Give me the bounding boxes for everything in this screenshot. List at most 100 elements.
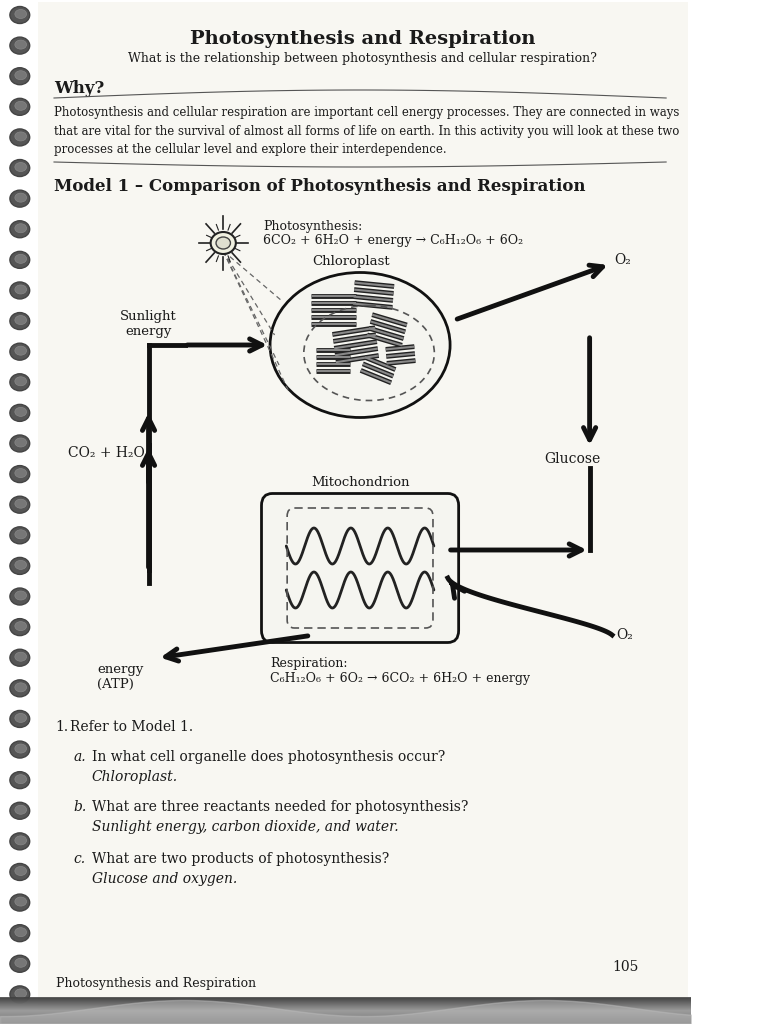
Ellipse shape — [10, 282, 30, 299]
Text: What are two products of photosynthesis?: What are two products of photosynthesis? — [92, 852, 389, 866]
Ellipse shape — [15, 254, 27, 263]
Ellipse shape — [15, 9, 27, 18]
Ellipse shape — [15, 223, 27, 232]
Text: Photosynthesis and cellular respiration are important cell energy processes. The: Photosynthesis and cellular respiration … — [54, 106, 680, 156]
Ellipse shape — [10, 374, 30, 391]
Ellipse shape — [15, 529, 27, 539]
Ellipse shape — [15, 897, 27, 906]
Ellipse shape — [15, 285, 27, 294]
Text: Sunlight energy, carbon dioxide, and water.: Sunlight energy, carbon dioxide, and wat… — [92, 820, 399, 834]
Text: O₂: O₂ — [614, 253, 631, 267]
Ellipse shape — [15, 683, 27, 692]
Ellipse shape — [10, 863, 30, 881]
Ellipse shape — [10, 435, 30, 452]
Text: Why?: Why? — [54, 80, 104, 97]
Ellipse shape — [10, 557, 30, 574]
Text: C₆H₁₂O₆ + 6O₂ → 6CO₂ + 6H₂O + energy: C₆H₁₂O₆ + 6O₂ → 6CO₂ + 6H₂O + energy — [270, 672, 530, 685]
Ellipse shape — [15, 714, 27, 723]
Ellipse shape — [15, 132, 27, 141]
Text: Mitochondrion: Mitochondrion — [311, 476, 409, 489]
Text: Photosynthesis and Respiration: Photosynthesis and Respiration — [190, 30, 535, 48]
Ellipse shape — [15, 194, 27, 202]
Ellipse shape — [10, 741, 30, 758]
Ellipse shape — [15, 928, 27, 937]
Ellipse shape — [10, 98, 30, 116]
Ellipse shape — [15, 346, 27, 355]
Text: Glucose and oxygen.: Glucose and oxygen. — [92, 872, 237, 886]
Ellipse shape — [10, 68, 30, 85]
Ellipse shape — [216, 237, 230, 249]
Ellipse shape — [10, 404, 30, 422]
Ellipse shape — [15, 805, 27, 814]
Ellipse shape — [10, 711, 30, 727]
Ellipse shape — [10, 649, 30, 667]
Ellipse shape — [10, 129, 30, 146]
Ellipse shape — [270, 272, 450, 418]
Text: Photosynthesis and Respiration: Photosynthesis and Respiration — [56, 977, 256, 990]
Text: a.: a. — [74, 750, 87, 764]
Text: O₂: O₂ — [617, 628, 634, 642]
Text: Sunlight
energy: Sunlight energy — [120, 310, 177, 338]
Ellipse shape — [15, 101, 27, 111]
Ellipse shape — [15, 560, 27, 569]
Ellipse shape — [10, 833, 30, 850]
Ellipse shape — [15, 989, 27, 998]
Ellipse shape — [10, 251, 30, 268]
Text: In what cell organelle does photosynthesis occur?: In what cell organelle does photosynthes… — [92, 750, 445, 764]
Text: energy
(ATP): energy (ATP) — [98, 663, 144, 691]
Text: 6CO₂ + 6H₂O + energy → C₆H₁₂O₆ + 6O₂: 6CO₂ + 6H₂O + energy → C₆H₁₂O₆ + 6O₂ — [263, 234, 523, 247]
FancyBboxPatch shape — [261, 494, 458, 642]
Ellipse shape — [10, 894, 30, 911]
Ellipse shape — [15, 377, 27, 386]
Ellipse shape — [15, 744, 27, 753]
Ellipse shape — [15, 163, 27, 172]
Ellipse shape — [10, 497, 30, 513]
Ellipse shape — [10, 312, 30, 330]
Text: Respiration:: Respiration: — [270, 657, 348, 670]
Text: Model 1 – Comparison of Photosynthesis and Respiration: Model 1 – Comparison of Photosynthesis a… — [54, 178, 585, 195]
Text: c.: c. — [74, 852, 86, 866]
Ellipse shape — [15, 591, 27, 600]
Ellipse shape — [10, 986, 30, 1002]
Text: Glucose: Glucose — [545, 452, 601, 466]
Text: b.: b. — [74, 800, 87, 814]
Ellipse shape — [15, 622, 27, 631]
Ellipse shape — [15, 315, 27, 325]
Ellipse shape — [10, 955, 30, 972]
Text: 1.: 1. — [56, 720, 69, 734]
Ellipse shape — [10, 802, 30, 819]
Ellipse shape — [210, 232, 236, 254]
Text: Photosynthesis:: Photosynthesis: — [263, 220, 362, 233]
Ellipse shape — [10, 6, 30, 24]
Ellipse shape — [10, 37, 30, 54]
Ellipse shape — [15, 469, 27, 477]
Text: What are three reactants needed for photosynthesis?: What are three reactants needed for phot… — [92, 800, 468, 814]
Text: CO₂ + H₂O: CO₂ + H₂O — [68, 446, 144, 460]
Ellipse shape — [15, 40, 27, 49]
Ellipse shape — [10, 221, 30, 238]
Ellipse shape — [15, 438, 27, 447]
Ellipse shape — [15, 866, 27, 876]
Text: Chloroplast.: Chloroplast. — [92, 770, 178, 784]
Text: Chloroplast: Chloroplast — [313, 256, 390, 268]
Ellipse shape — [10, 925, 30, 942]
Ellipse shape — [15, 652, 27, 662]
Ellipse shape — [10, 160, 30, 176]
Text: 105: 105 — [613, 961, 639, 974]
Ellipse shape — [10, 588, 30, 605]
Ellipse shape — [10, 680, 30, 697]
Ellipse shape — [15, 774, 27, 783]
Ellipse shape — [15, 408, 27, 417]
Ellipse shape — [10, 466, 30, 482]
Ellipse shape — [10, 526, 30, 544]
Ellipse shape — [15, 71, 27, 80]
FancyBboxPatch shape — [38, 2, 687, 1020]
Ellipse shape — [15, 836, 27, 845]
Ellipse shape — [15, 958, 27, 968]
Text: What is the relationship between photosynthesis and cellular respiration?: What is the relationship between photosy… — [128, 52, 598, 65]
Ellipse shape — [10, 618, 30, 636]
Ellipse shape — [10, 343, 30, 360]
Text: Refer to Model 1.: Refer to Model 1. — [70, 720, 194, 734]
Ellipse shape — [10, 190, 30, 207]
Ellipse shape — [15, 499, 27, 508]
